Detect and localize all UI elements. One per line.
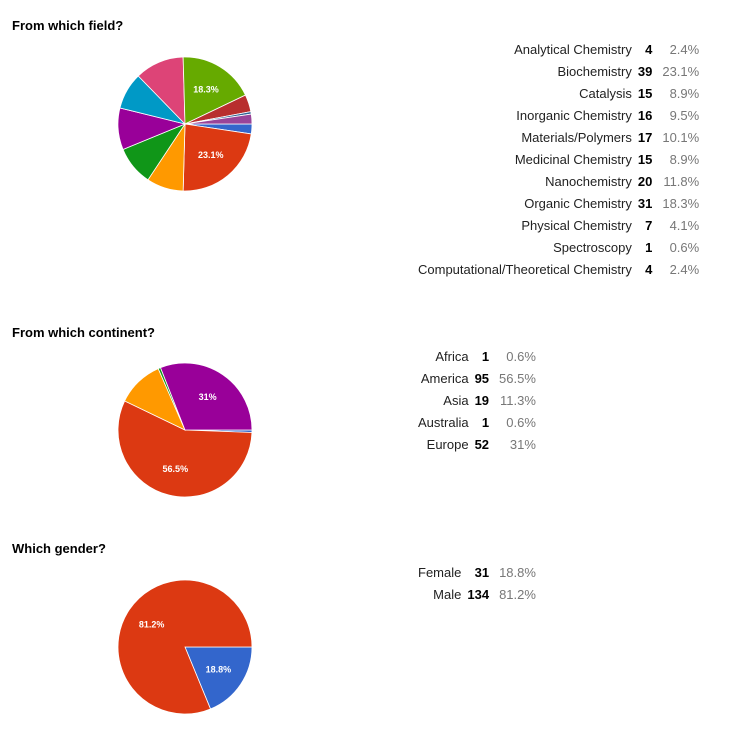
summary-label: Australia	[418, 415, 469, 430]
summary-percent: 8.9%	[669, 86, 700, 101]
summary-row-asia: Asia 19 11.3%	[418, 390, 536, 412]
summary-row-spectroscopy: Spectroscopy 1 0.6%	[418, 237, 699, 259]
summary-percent: 11.3%	[500, 393, 536, 408]
summary-count: 7	[645, 218, 653, 233]
summary-count: 39	[637, 64, 653, 79]
summary-label: Nanochemistry	[545, 174, 632, 189]
slice-label-female: 18.8%	[206, 664, 232, 674]
summary-percent: 56.5%	[499, 371, 536, 386]
pie-slice-america	[117, 400, 253, 498]
summary-label: Spectroscopy	[553, 240, 632, 255]
field-pie-chart: 23.1% 18.3%	[117, 56, 253, 192]
summary-count: 19	[474, 393, 490, 408]
summary-percent: 81.2%	[499, 587, 536, 602]
summary-label: Europe	[426, 437, 469, 452]
summary-count: 31	[474, 565, 490, 580]
summary-percent: 2.4%	[669, 42, 700, 57]
summary-percent: 11.8%	[663, 174, 700, 189]
summary-row-computational-theoretical-chemistry: Computational/Theoretical Chemistry 4 2.4%	[418, 259, 699, 281]
summary-label: Biochemistry	[557, 64, 632, 79]
summary-label: Physical Chemistry	[521, 218, 632, 233]
slice-label-biochemistry: 23.1%	[198, 150, 224, 160]
summary-row-africa: Africa 1 0.6%	[418, 346, 536, 368]
summary-row-inorganic-chemistry: Inorganic Chemistry 16 9.5%	[418, 105, 699, 127]
summary-percent: 23.1%	[662, 64, 700, 79]
pie-slice-biochemistry	[182, 123, 252, 192]
summary-label: Africa	[435, 349, 469, 364]
summary-count: 1	[481, 349, 490, 364]
summary-label: Medicinal Chemistry	[514, 152, 632, 167]
summary-percent: 4.1%	[669, 218, 700, 233]
summary-percent: 0.6%	[506, 415, 536, 430]
summary-count: 16	[637, 108, 653, 123]
summary-label: Inorganic Chemistry	[516, 108, 632, 123]
field-summary-table: Analytical Chemistry 4 2.4% Biochemistry 39 2…	[418, 39, 699, 281]
continent-title: From which continent?	[12, 325, 155, 340]
summary-percent: 18.3%	[662, 196, 700, 211]
pie-slice-female	[184, 646, 253, 710]
slice-label-organic-chemistry: 18.3%	[193, 85, 219, 95]
summary-count: 15	[637, 152, 653, 167]
summary-count: 134	[467, 587, 490, 602]
summary-row-physical-chemistry: Physical Chemistry 7 4.1%	[418, 215, 699, 237]
summary-count: 15	[637, 86, 653, 101]
summary-count: 95	[474, 371, 490, 386]
summary-row-analytical-chemistry: Analytical Chemistry 4 2.4%	[418, 39, 699, 61]
summary-row-female: Female 31 18.8%	[418, 562, 536, 584]
continent-pie-chart: 56.5% 31%	[117, 362, 253, 498]
slice-label-europe: 31%	[199, 392, 217, 402]
summary-percent: 2.4%	[669, 262, 700, 277]
slice-label-male: 81.2%	[139, 620, 165, 630]
pie-slice-europe	[160, 362, 253, 431]
summary-row-america: America 95 56.5%	[418, 368, 536, 390]
summary-count: 4	[645, 262, 653, 277]
summary-row-nanochemistry: Nanochemistry 20 11.8%	[418, 171, 699, 193]
field-title: From which field?	[12, 18, 124, 33]
summary-row-catalysis: Catalysis 15 8.9%	[418, 83, 699, 105]
summary-label: Analytical Chemistry	[514, 42, 632, 57]
summary-label: Organic Chemistry	[524, 196, 632, 211]
summary-row-male: Male 134 81.2%	[418, 584, 536, 606]
summary-percent: 18.8%	[499, 565, 536, 580]
summary-percent: 31%	[509, 437, 536, 452]
summary-count: 17	[637, 130, 653, 145]
summary-label: Female	[418, 565, 462, 580]
summary-count: 1	[481, 415, 490, 430]
summary-row-australia: Australia 1 0.6%	[418, 412, 536, 434]
summary-label: Catalysis	[579, 86, 632, 101]
summary-count: 1	[645, 240, 653, 255]
gender-pie-chart: 18.8% 81.2%	[117, 579, 253, 715]
gender-title: Which gender?	[12, 541, 106, 556]
summary-label: Computational/Theoretical Chemistry	[418, 262, 632, 277]
slice-label-america: 56.5%	[163, 464, 189, 474]
summary-label: Male	[433, 587, 462, 602]
continent-summary-table: Africa 1 0.6% America 95 56.5% Asia 19 11.3% Aust…	[418, 346, 536, 456]
summary-count: 31	[637, 196, 653, 211]
summary-percent: 8.9%	[669, 152, 700, 167]
summary-count: 4	[645, 42, 653, 57]
summary-label: America	[420, 371, 469, 386]
pie-slice-male	[117, 579, 253, 715]
summary-row-materials-polymers: Materials/Polymers 17 10.1%	[418, 127, 699, 149]
summary-row-organic-chemistry: Organic Chemistry 31 18.3%	[418, 193, 699, 215]
summary-label: Asia	[443, 393, 469, 408]
gender-summary-table: Female 31 18.8% Male 134 81.2%	[418, 562, 536, 606]
summary-row-medicinal-chemistry: Medicinal Chemistry 15 8.9%	[418, 149, 699, 171]
summary-label: Materials/Polymers	[521, 130, 632, 145]
summary-percent: 10.1%	[662, 130, 700, 145]
summary-percent: 0.6%	[506, 349, 536, 364]
pie-slice-computational-theoretical-chemistry	[184, 113, 253, 125]
pie-slice-organic-chemistry	[182, 56, 246, 125]
summary-count: 52	[474, 437, 490, 452]
summary-count: 20	[637, 174, 653, 189]
summary-row-europe: Europe 52 31%	[418, 434, 536, 456]
summary-row-biochemistry: Biochemistry 39 23.1%	[418, 61, 699, 83]
summary-percent: 0.6%	[669, 240, 700, 255]
summary-percent: 9.5%	[669, 108, 700, 123]
